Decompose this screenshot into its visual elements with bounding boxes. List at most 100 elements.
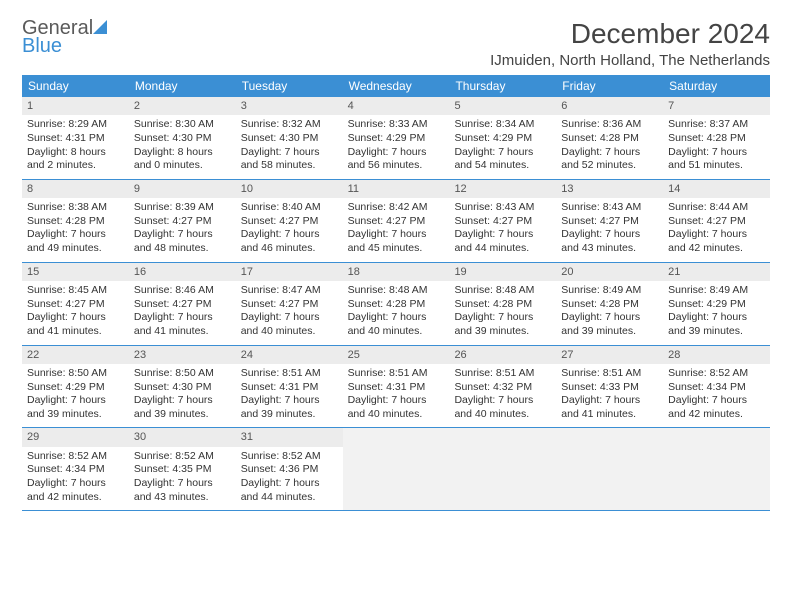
day-cell: 29Sunrise: 8:52 AMSunset: 4:34 PMDayligh… bbox=[22, 428, 129, 510]
day-sunrise: Sunrise: 8:52 AM bbox=[241, 450, 338, 464]
day-number: 10 bbox=[236, 180, 343, 198]
day-sunrise: Sunrise: 8:48 AM bbox=[454, 284, 551, 298]
day-daylight: Daylight: 7 hours and 56 minutes. bbox=[348, 146, 445, 173]
logo-text-sub: Blue bbox=[22, 36, 93, 56]
day-sunset: Sunset: 4:29 PM bbox=[454, 132, 551, 146]
day-cell: 8Sunrise: 8:38 AMSunset: 4:28 PMDaylight… bbox=[22, 180, 129, 262]
day-cell: 15Sunrise: 8:45 AMSunset: 4:27 PMDayligh… bbox=[22, 263, 129, 345]
day-number: 12 bbox=[449, 180, 556, 198]
day-cell: 2Sunrise: 8:30 AMSunset: 4:30 PMDaylight… bbox=[129, 97, 236, 179]
day-body: Sunrise: 8:48 AMSunset: 4:28 PMDaylight:… bbox=[343, 281, 450, 345]
day-body: Sunrise: 8:47 AMSunset: 4:27 PMDaylight:… bbox=[236, 281, 343, 345]
day-daylight: Daylight: 7 hours and 46 minutes. bbox=[241, 228, 338, 255]
week-row: 29Sunrise: 8:52 AMSunset: 4:34 PMDayligh… bbox=[22, 428, 770, 511]
title-block: December 2024 IJmuiden, North Holland, T… bbox=[490, 18, 770, 69]
day-cell-empty bbox=[343, 428, 450, 510]
day-body: Sunrise: 8:36 AMSunset: 4:28 PMDaylight:… bbox=[556, 115, 663, 179]
week-row: 8Sunrise: 8:38 AMSunset: 4:28 PMDaylight… bbox=[22, 180, 770, 263]
day-header: Monday bbox=[129, 75, 236, 97]
day-number: 18 bbox=[343, 263, 450, 281]
day-sunset: Sunset: 4:27 PM bbox=[241, 298, 338, 312]
day-number: 1 bbox=[22, 97, 129, 115]
day-body: Sunrise: 8:50 AMSunset: 4:29 PMDaylight:… bbox=[22, 364, 129, 428]
day-cell-empty bbox=[449, 428, 556, 510]
day-sunrise: Sunrise: 8:51 AM bbox=[561, 367, 658, 381]
day-daylight: Daylight: 7 hours and 39 minutes. bbox=[668, 311, 765, 338]
day-number: 13 bbox=[556, 180, 663, 198]
day-cell: 7Sunrise: 8:37 AMSunset: 4:28 PMDaylight… bbox=[663, 97, 770, 179]
day-body: Sunrise: 8:39 AMSunset: 4:27 PMDaylight:… bbox=[129, 198, 236, 262]
day-number: 11 bbox=[343, 180, 450, 198]
day-daylight: Daylight: 7 hours and 45 minutes. bbox=[348, 228, 445, 255]
day-sunset: Sunset: 4:28 PM bbox=[454, 298, 551, 312]
day-sunset: Sunset: 4:28 PM bbox=[348, 298, 445, 312]
day-daylight: Daylight: 7 hours and 39 minutes. bbox=[454, 311, 551, 338]
day-daylight: Daylight: 7 hours and 42 minutes. bbox=[668, 394, 765, 421]
day-sunrise: Sunrise: 8:51 AM bbox=[348, 367, 445, 381]
day-body: Sunrise: 8:45 AMSunset: 4:27 PMDaylight:… bbox=[22, 281, 129, 345]
day-body: Sunrise: 8:49 AMSunset: 4:29 PMDaylight:… bbox=[663, 281, 770, 345]
day-number: 20 bbox=[556, 263, 663, 281]
day-body: Sunrise: 8:51 AMSunset: 4:33 PMDaylight:… bbox=[556, 364, 663, 428]
day-sunset: Sunset: 4:31 PM bbox=[348, 381, 445, 395]
day-sunset: Sunset: 4:28 PM bbox=[561, 132, 658, 146]
day-sunrise: Sunrise: 8:46 AM bbox=[134, 284, 231, 298]
day-body: Sunrise: 8:52 AMSunset: 4:34 PMDaylight:… bbox=[22, 447, 129, 511]
day-sunrise: Sunrise: 8:52 AM bbox=[668, 367, 765, 381]
day-number: 17 bbox=[236, 263, 343, 281]
day-cell: 13Sunrise: 8:43 AMSunset: 4:27 PMDayligh… bbox=[556, 180, 663, 262]
day-sunset: Sunset: 4:30 PM bbox=[241, 132, 338, 146]
day-number: 7 bbox=[663, 97, 770, 115]
day-sunset: Sunset: 4:27 PM bbox=[668, 215, 765, 229]
day-sunrise: Sunrise: 8:42 AM bbox=[348, 201, 445, 215]
day-header: Friday bbox=[556, 75, 663, 97]
day-sunset: Sunset: 4:29 PM bbox=[348, 132, 445, 146]
day-cell: 1Sunrise: 8:29 AMSunset: 4:31 PMDaylight… bbox=[22, 97, 129, 179]
day-sunset: Sunset: 4:34 PM bbox=[668, 381, 765, 395]
day-body: Sunrise: 8:43 AMSunset: 4:27 PMDaylight:… bbox=[449, 198, 556, 262]
day-cell: 4Sunrise: 8:33 AMSunset: 4:29 PMDaylight… bbox=[343, 97, 450, 179]
day-sunrise: Sunrise: 8:52 AM bbox=[134, 450, 231, 464]
day-sunrise: Sunrise: 8:30 AM bbox=[134, 118, 231, 132]
day-sunset: Sunset: 4:27 PM bbox=[454, 215, 551, 229]
day-cell: 3Sunrise: 8:32 AMSunset: 4:30 PMDaylight… bbox=[236, 97, 343, 179]
day-cell: 10Sunrise: 8:40 AMSunset: 4:27 PMDayligh… bbox=[236, 180, 343, 262]
day-cell-empty bbox=[556, 428, 663, 510]
day-daylight: Daylight: 7 hours and 54 minutes. bbox=[454, 146, 551, 173]
day-number: 16 bbox=[129, 263, 236, 281]
day-body: Sunrise: 8:37 AMSunset: 4:28 PMDaylight:… bbox=[663, 115, 770, 179]
day-number: 8 bbox=[22, 180, 129, 198]
day-number: 15 bbox=[22, 263, 129, 281]
day-sunrise: Sunrise: 8:43 AM bbox=[561, 201, 658, 215]
day-body: Sunrise: 8:51 AMSunset: 4:31 PMDaylight:… bbox=[236, 364, 343, 428]
page-header: General Blue December 2024 IJmuiden, Nor… bbox=[22, 18, 770, 69]
day-daylight: Daylight: 7 hours and 58 minutes. bbox=[241, 146, 338, 173]
day-number: 29 bbox=[22, 428, 129, 446]
day-body: Sunrise: 8:48 AMSunset: 4:28 PMDaylight:… bbox=[449, 281, 556, 345]
day-cell: 18Sunrise: 8:48 AMSunset: 4:28 PMDayligh… bbox=[343, 263, 450, 345]
day-body: Sunrise: 8:49 AMSunset: 4:28 PMDaylight:… bbox=[556, 281, 663, 345]
day-header: Thursday bbox=[449, 75, 556, 97]
day-number: 30 bbox=[129, 428, 236, 446]
day-sunset: Sunset: 4:27 PM bbox=[348, 215, 445, 229]
day-daylight: Daylight: 7 hours and 42 minutes. bbox=[668, 228, 765, 255]
day-daylight: Daylight: 7 hours and 40 minutes. bbox=[348, 394, 445, 421]
day-number: 31 bbox=[236, 428, 343, 446]
day-body: Sunrise: 8:50 AMSunset: 4:30 PMDaylight:… bbox=[129, 364, 236, 428]
day-cell: 25Sunrise: 8:51 AMSunset: 4:31 PMDayligh… bbox=[343, 346, 450, 428]
day-body: Sunrise: 8:43 AMSunset: 4:27 PMDaylight:… bbox=[556, 198, 663, 262]
day-body: Sunrise: 8:52 AMSunset: 4:34 PMDaylight:… bbox=[663, 364, 770, 428]
day-cell: 12Sunrise: 8:43 AMSunset: 4:27 PMDayligh… bbox=[449, 180, 556, 262]
day-cell: 21Sunrise: 8:49 AMSunset: 4:29 PMDayligh… bbox=[663, 263, 770, 345]
day-body: Sunrise: 8:52 AMSunset: 4:36 PMDaylight:… bbox=[236, 447, 343, 511]
day-daylight: Daylight: 7 hours and 48 minutes. bbox=[134, 228, 231, 255]
day-cell: 28Sunrise: 8:52 AMSunset: 4:34 PMDayligh… bbox=[663, 346, 770, 428]
day-sunset: Sunset: 4:34 PM bbox=[27, 463, 124, 477]
day-cell: 20Sunrise: 8:49 AMSunset: 4:28 PMDayligh… bbox=[556, 263, 663, 345]
calendar-page: General Blue December 2024 IJmuiden, Nor… bbox=[0, 0, 792, 529]
day-sunset: Sunset: 4:27 PM bbox=[134, 298, 231, 312]
day-cell: 16Sunrise: 8:46 AMSunset: 4:27 PMDayligh… bbox=[129, 263, 236, 345]
day-sunrise: Sunrise: 8:29 AM bbox=[27, 118, 124, 132]
day-daylight: Daylight: 7 hours and 51 minutes. bbox=[668, 146, 765, 173]
day-cell: 30Sunrise: 8:52 AMSunset: 4:35 PMDayligh… bbox=[129, 428, 236, 510]
